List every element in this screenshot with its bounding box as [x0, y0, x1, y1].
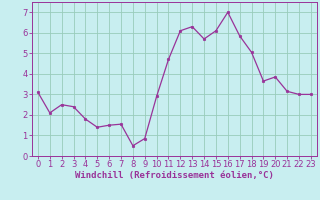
X-axis label: Windchill (Refroidissement éolien,°C): Windchill (Refroidissement éolien,°C)	[75, 171, 274, 180]
